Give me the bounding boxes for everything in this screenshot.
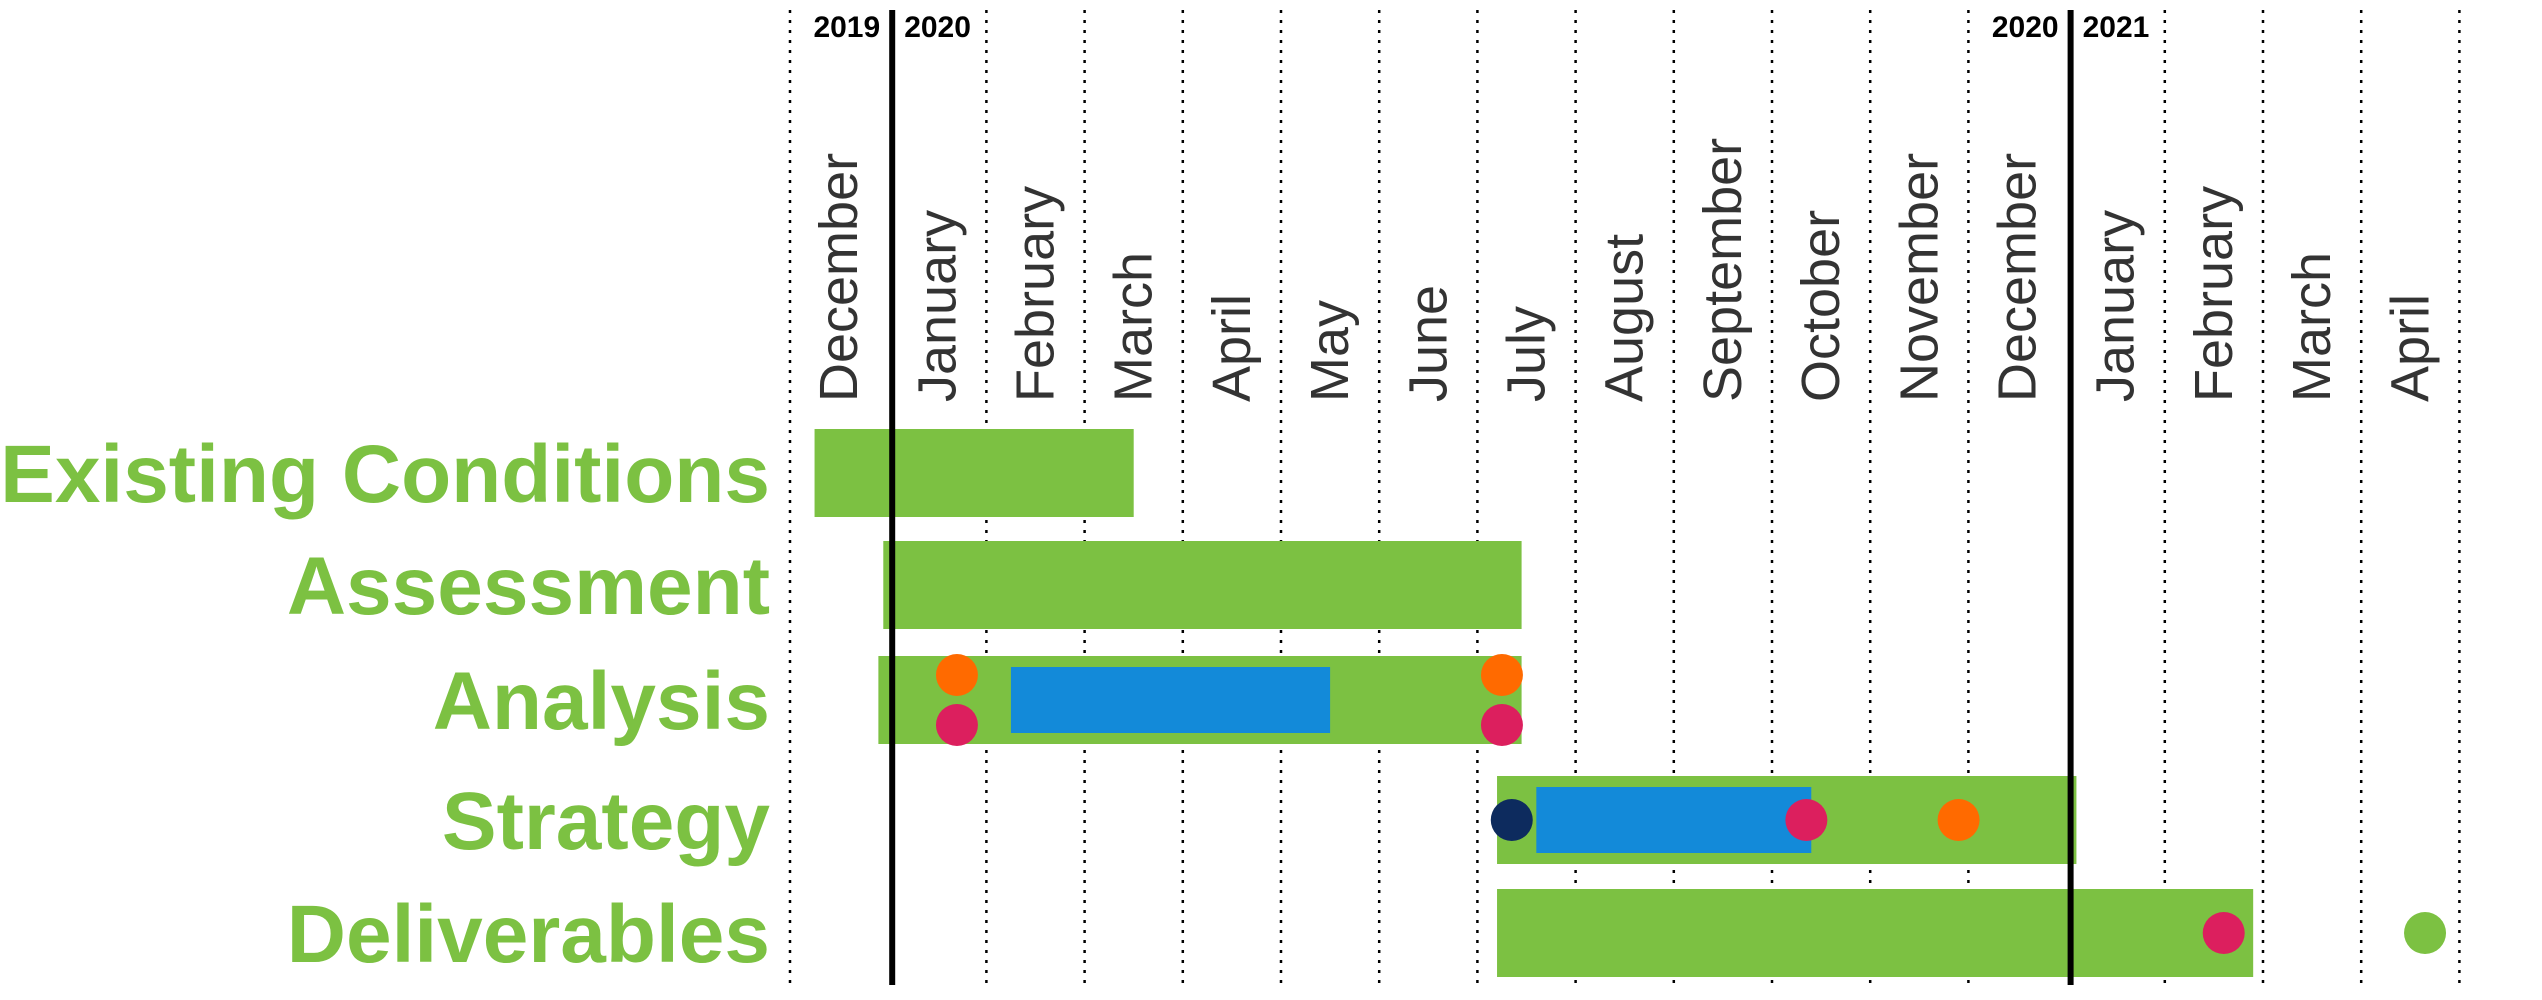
month-label: July xyxy=(1497,306,1557,402)
year-labels: 2019 2020 2020 2021 xyxy=(813,11,2149,44)
year-label: 2020 xyxy=(1992,11,2059,44)
row-label: Strategy xyxy=(442,776,771,867)
task-bar xyxy=(1497,889,2254,977)
milestone-orange xyxy=(1480,654,1523,696)
month-label: March xyxy=(1104,252,1164,402)
row-labels: Existing Conditions Assessment Analysis Str… xyxy=(0,429,770,980)
row-label: Deliverables xyxy=(287,889,770,980)
milestone-navy xyxy=(1490,799,1533,841)
month-label: November xyxy=(1889,153,1949,402)
year-label: 2019 xyxy=(813,11,880,44)
milestone-magenta xyxy=(1785,799,1828,841)
subtask-bar xyxy=(1536,787,1812,853)
milestones xyxy=(935,654,2447,954)
year-label: 2021 xyxy=(2083,11,2150,44)
milestone-orange xyxy=(1937,799,1980,841)
milestone-magenta xyxy=(1480,704,1523,746)
month-label: February xyxy=(2184,186,2244,402)
month-labels: December January February March April May June… xyxy=(809,138,2440,402)
month-label: September xyxy=(1693,138,1753,402)
row-label: Existing Conditions xyxy=(0,429,770,520)
milestone-green xyxy=(2404,912,2447,954)
subtask-bar xyxy=(1010,667,1331,733)
month-label: May xyxy=(1300,300,1360,402)
row-label: Analysis xyxy=(433,656,770,747)
month-label: April xyxy=(1202,294,1262,402)
year-label: 2020 xyxy=(904,11,971,44)
month-label: December xyxy=(809,153,869,402)
row-label: Assessment xyxy=(287,541,770,632)
month-label: October xyxy=(1791,210,1851,402)
task-bar xyxy=(883,541,1522,629)
month-label: January xyxy=(2086,210,2146,402)
milestone-magenta xyxy=(2202,912,2245,954)
month-label: June xyxy=(1398,285,1458,402)
milestone-orange xyxy=(935,654,978,696)
month-label: January xyxy=(907,210,967,402)
month-label: December xyxy=(1988,153,2048,402)
month-label: August xyxy=(1595,234,1655,402)
month-label: March xyxy=(2282,252,2342,402)
task-bars xyxy=(814,429,2254,977)
month-label: February xyxy=(1006,186,1066,402)
milestone-magenta xyxy=(935,704,978,746)
task-bar xyxy=(814,429,1134,517)
year-boundaries xyxy=(889,10,2074,985)
month-label: April xyxy=(2380,294,2440,402)
